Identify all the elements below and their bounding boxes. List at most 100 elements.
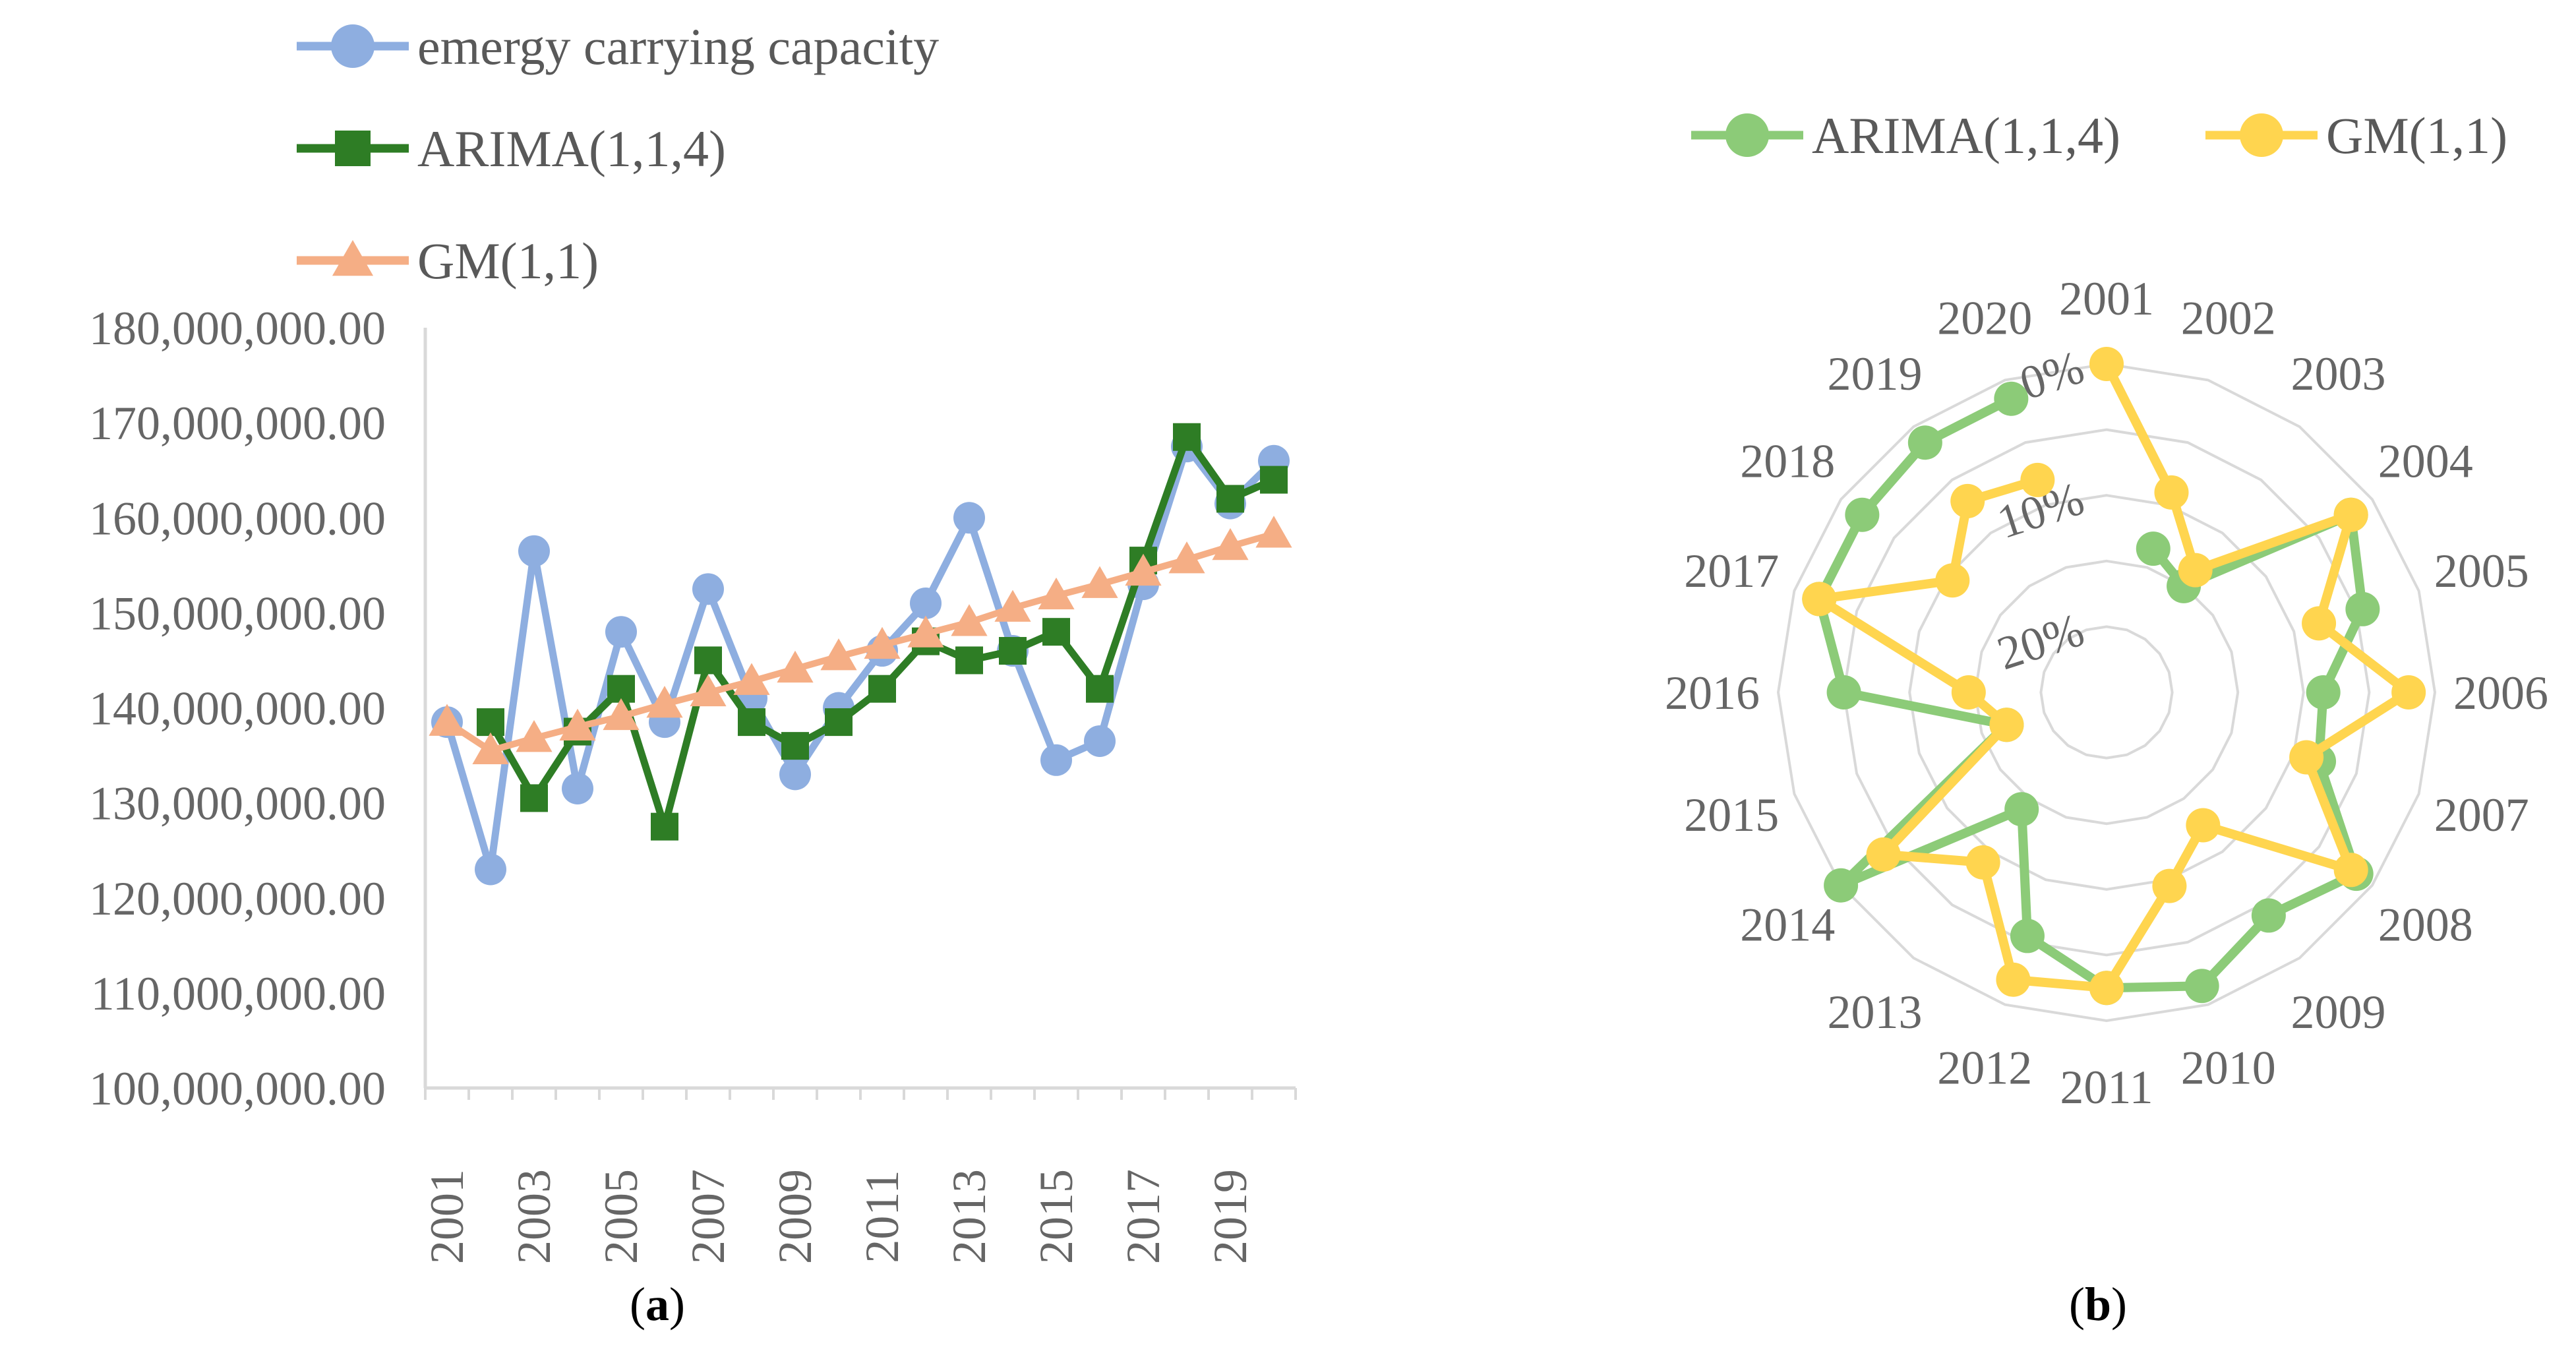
x-tick-label: 2007 [682, 1169, 734, 1264]
x-tick-label: 2011 [856, 1170, 909, 1263]
series-line [443, 442, 1276, 874]
legend-item: emergy carrying capacity [297, 18, 939, 75]
data-point [605, 616, 637, 648]
data-point [518, 535, 550, 567]
radar-category-label: 2007 [2434, 789, 2529, 841]
data-point [1038, 577, 1075, 610]
radar-data-point [1989, 708, 2024, 742]
data-point [477, 708, 504, 737]
legend-marker [335, 131, 371, 166]
y-tick-label: 140,000,000.00 [89, 682, 386, 735]
radar-data-point [1802, 582, 1837, 617]
data-point [868, 675, 896, 703]
x-tick-label: 2005 [595, 1169, 647, 1264]
radar-category-label: 2014 [1740, 898, 1835, 951]
legend-item: ARIMA(1,1,4) [1691, 107, 2120, 164]
legend-label: ARIMA(1,1,4) [1812, 107, 2120, 164]
radar-data-point [1826, 675, 1861, 710]
radar-data-point [1994, 381, 2029, 416]
radar-data-point [2152, 868, 2187, 903]
data-point [692, 573, 724, 605]
y-tick-label: 160,000,000.00 [89, 492, 386, 545]
legend-item: GM(1,1) [2205, 107, 2507, 164]
legend-marker [332, 239, 374, 276]
radar-data-point [2391, 675, 2426, 710]
data-point [953, 502, 985, 534]
radar-data-point [1907, 425, 1942, 460]
radar-category-label: 2004 [2378, 435, 2473, 488]
radar-data-point [2345, 591, 2380, 626]
data-point [651, 812, 678, 841]
caption-b-letter: b [2085, 1278, 2111, 1331]
data-point [733, 663, 770, 695]
radar-data-point [1866, 837, 1901, 872]
radar-data-point [2251, 898, 2286, 933]
panel-b-radar-chart: 2001 2002 2003 2004 2005 2006 2007 2008 2009 2010… [1665, 107, 2548, 1114]
data-point [1255, 516, 1292, 548]
data-point [951, 604, 988, 636]
radar-series-arima-1-1-4- [1802, 381, 2380, 1006]
data-point [820, 638, 857, 671]
data-point [607, 675, 635, 703]
y-tick-label: 110,000,000.00 [91, 967, 386, 1020]
data-point [520, 784, 548, 812]
legend-label: ARIMA(1,1,4) [417, 120, 726, 177]
legend-marker [331, 24, 374, 68]
radar-category-label: 2001 [2059, 272, 2154, 325]
data-point [777, 650, 814, 683]
data-point [825, 708, 853, 737]
caption-b: (b) [2069, 1278, 2127, 1331]
data-point [559, 708, 596, 741]
y-tick-label: 170,000,000.00 [89, 397, 386, 450]
radar-data-point [2154, 475, 2189, 510]
data-point [1042, 618, 1070, 646]
radar-series-line [1814, 361, 2414, 993]
radar-category-label: 2015 [1684, 789, 1779, 841]
radar-category-label: 2011 [2060, 1061, 2153, 1114]
data-point [1260, 466, 1288, 494]
radar-category-label: 2013 [1828, 986, 1923, 1039]
panel-a-line-chart: 100,000,000.00 110,000,000.00 120,000,000.… [89, 18, 1297, 1264]
legend-marker [2240, 113, 2283, 157]
caption-a: (a) [630, 1278, 685, 1331]
radar-radial-tick-label: 20% [1991, 603, 2090, 680]
data-point [1125, 553, 1162, 586]
radar-category-label: 2017 [1684, 545, 1779, 597]
data-point [562, 773, 593, 805]
data-point [1086, 675, 1114, 703]
legend-item: ARIMA(1,1,4) [297, 120, 726, 177]
radar-data-point [2184, 969, 2219, 1004]
radar-data-point [2010, 919, 2045, 953]
x-tick-label: 2013 [943, 1169, 996, 1264]
x-tick-label: 2001 [421, 1169, 473, 1264]
data-point [999, 637, 1027, 665]
data-point [1173, 423, 1201, 451]
radar-grid-ring [1973, 559, 2240, 826]
legend-label: emergy carrying capacity [417, 18, 939, 75]
radar-category-label: 2020 [1937, 291, 2032, 344]
y-tick-label: 130,000,000.00 [89, 777, 386, 830]
radar-data-point [2089, 971, 2124, 1006]
radar-data-point [2004, 792, 2039, 827]
x-tick-label: 2003 [508, 1169, 560, 1264]
radar-category-label: 2006 [2453, 667, 2548, 719]
data-point [955, 646, 983, 675]
radar-data-point [1845, 497, 1880, 532]
series-arima-1-1-4- [477, 423, 1288, 841]
y-tick-label: 180,000,000.00 [89, 302, 386, 355]
y-tick-label: 100,000,000.00 [89, 1062, 386, 1115]
data-point [516, 720, 553, 752]
radar-data-point [2020, 462, 2055, 497]
radar-data-point [2333, 853, 2368, 888]
y-tick-label: 120,000,000.00 [89, 872, 386, 925]
x-tick-label: 2017 [1117, 1169, 1170, 1264]
radar-data-point [1935, 563, 1970, 598]
radar-grid-ring [2039, 625, 2174, 760]
legend-item: GM(1,1) [297, 232, 599, 289]
radar-category-label: 2002 [2181, 291, 2276, 344]
data-point [864, 626, 901, 659]
x-tick-label: 2019 [1204, 1169, 1257, 1264]
caption-a-letter: a [645, 1278, 669, 1331]
data-point [690, 674, 727, 707]
